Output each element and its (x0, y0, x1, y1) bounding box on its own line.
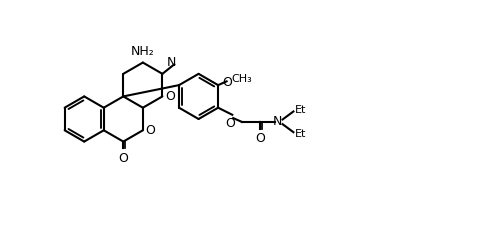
Text: O: O (145, 124, 155, 137)
Text: O: O (165, 90, 175, 103)
Text: O: O (118, 152, 128, 165)
Text: CH₃: CH₃ (231, 74, 252, 84)
Text: N: N (167, 56, 176, 69)
Text: O: O (255, 132, 265, 145)
Text: Et: Et (295, 105, 306, 115)
Text: O: O (225, 117, 235, 130)
Text: Et: Et (295, 129, 306, 139)
Text: O: O (222, 76, 232, 89)
Text: NH₂: NH₂ (131, 45, 155, 58)
Text: N: N (272, 115, 282, 128)
